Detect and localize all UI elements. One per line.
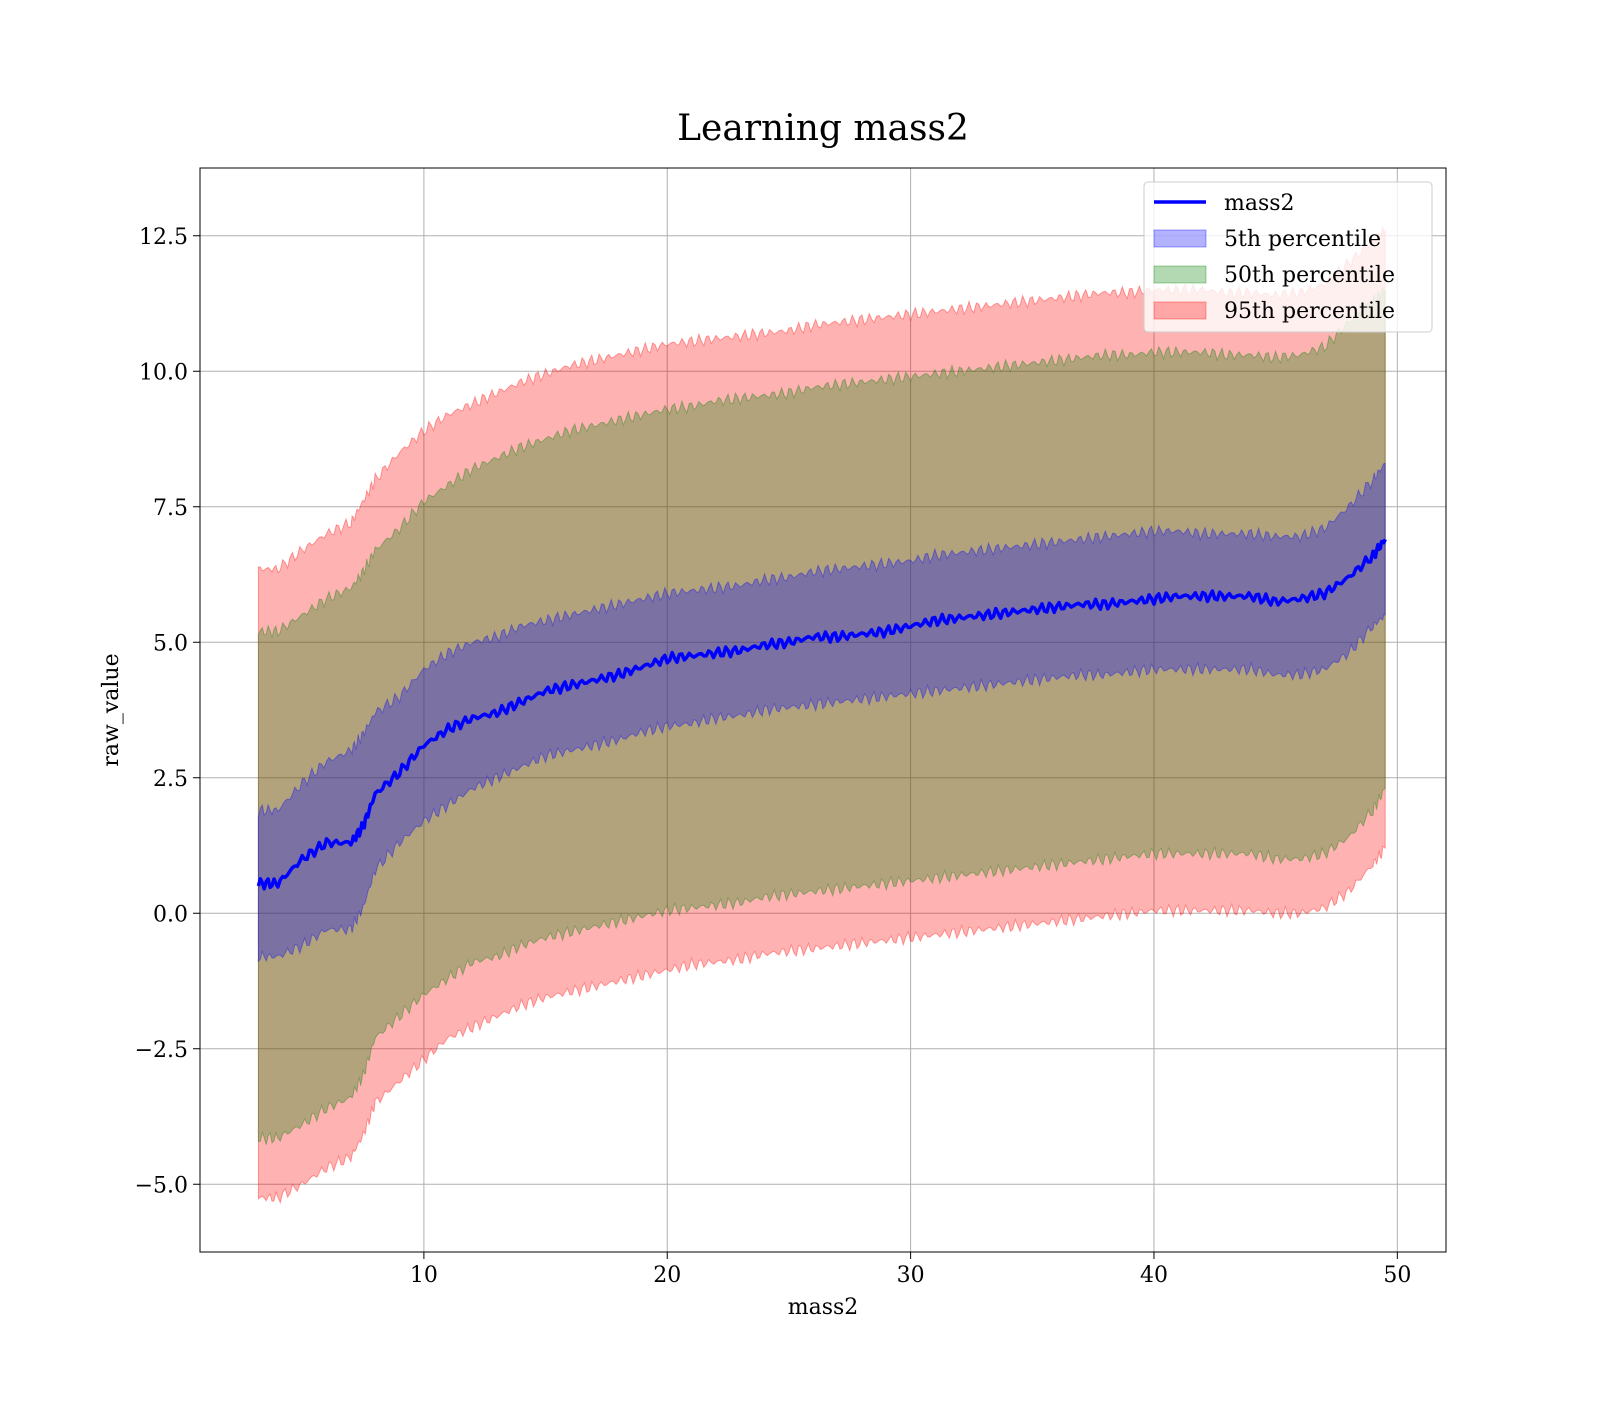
x-tick-label: 50 (1383, 1263, 1411, 1288)
x-tick-label: 30 (897, 1263, 925, 1288)
bands (257, 226, 1386, 1205)
lines (256, 538, 1387, 891)
chart-title: Learning mass2 (677, 108, 969, 149)
x-tick-label: 40 (1140, 1263, 1168, 1288)
legend-label: 50th percentile (1224, 263, 1395, 288)
x-axis-label: mass2 (788, 1295, 859, 1320)
legend-swatch-patch (1153, 265, 1207, 284)
plot-frame (199, 167, 1447, 1253)
band-95th-percentile (257, 226, 1386, 1205)
legend-label: 95th percentile (1224, 299, 1395, 324)
x-tick-label: 20 (653, 1263, 681, 1288)
legend-box (1143, 181, 1433, 333)
y-tick-label: 0.0 (153, 902, 188, 927)
y-tick-label: 2.5 (153, 767, 188, 792)
x-tick-label: 10 (410, 1263, 438, 1288)
y-tick-label: 5.0 (153, 631, 188, 656)
y-tick-label: −2.5 (135, 1038, 188, 1063)
ticks: 10 20 30 40 50 −5.0 −2.5 0.0 2.5 5.0 7.5 10.0 12.5 (135, 225, 1412, 1288)
legend-swatch-patch (1153, 301, 1207, 320)
y-axis-label: raw_value (99, 653, 124, 766)
legend-swatch-patch (1153, 229, 1207, 248)
band-50th-percentile (257, 286, 1386, 1145)
y-tick-label: 7.5 (153, 496, 188, 521)
legend: mass2 5th percentile 50th percentile 95th p… (1143, 181, 1433, 333)
legend-label: 5th percentile (1224, 227, 1381, 252)
y-tick-label: 12.5 (139, 225, 188, 250)
grid (200, 168, 1446, 1252)
legend-label: mass2 (1224, 191, 1295, 216)
series-line-mass2 (256, 538, 1387, 891)
band-5th-percentile (257, 462, 1386, 963)
y-tick-label: −5.0 (135, 1173, 188, 1198)
y-tick-label: 10.0 (139, 360, 188, 385)
